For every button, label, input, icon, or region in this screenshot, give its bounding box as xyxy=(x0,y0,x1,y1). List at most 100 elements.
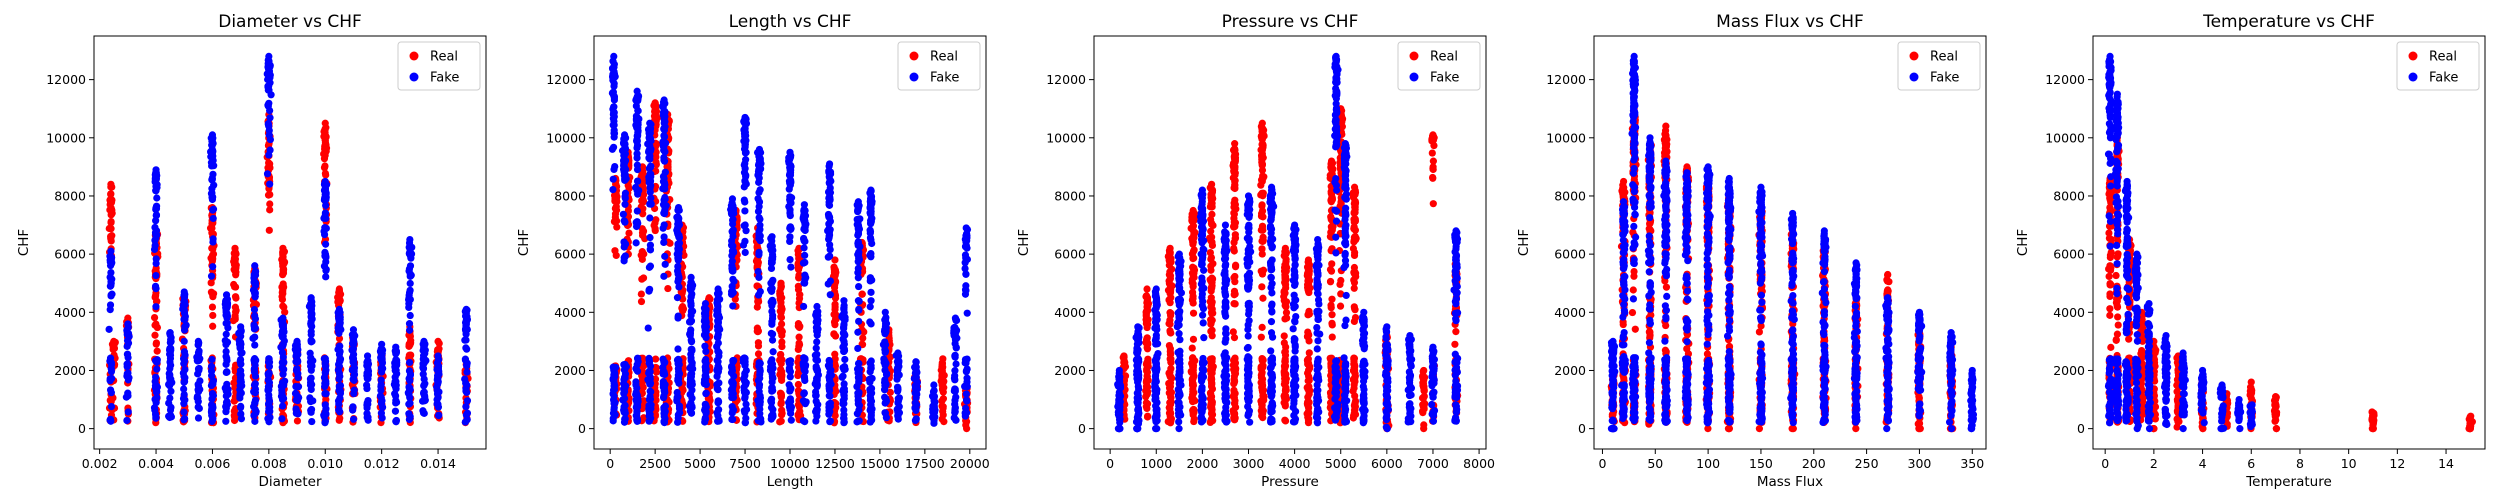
data-point xyxy=(336,357,344,365)
data-point xyxy=(786,368,795,376)
data-point xyxy=(320,164,329,172)
legend-marker-real xyxy=(409,51,419,61)
data-point xyxy=(335,316,343,324)
data-point xyxy=(786,166,794,174)
data-point xyxy=(769,311,777,320)
data-point xyxy=(840,347,848,356)
data-point xyxy=(308,417,316,426)
data-point xyxy=(152,211,161,219)
data-point xyxy=(209,293,217,301)
plot-title: Diameter vs CHF xyxy=(218,12,362,32)
data-point xyxy=(307,366,315,374)
data-point xyxy=(612,196,620,205)
data-point xyxy=(292,358,300,366)
data-point xyxy=(230,260,239,269)
data-point xyxy=(728,200,736,208)
data-point xyxy=(855,369,863,378)
data-point xyxy=(801,418,809,426)
data-point xyxy=(786,397,794,405)
y-tick-label: 0 xyxy=(578,421,586,436)
data-point xyxy=(812,311,820,319)
data-point xyxy=(611,162,619,171)
data-point xyxy=(661,252,669,260)
data-points xyxy=(1114,52,1462,433)
data-point xyxy=(250,381,259,389)
data-point xyxy=(882,328,890,336)
data-point xyxy=(881,378,889,386)
data-point xyxy=(729,229,737,237)
data-point xyxy=(107,253,115,261)
data-point xyxy=(952,344,960,352)
data-point xyxy=(786,373,794,381)
plot-title: Length vs CHF xyxy=(729,12,852,32)
data-point xyxy=(610,79,618,88)
data-point xyxy=(739,358,747,366)
data-point xyxy=(109,342,117,350)
legend-marker-fake xyxy=(409,72,419,82)
data-point xyxy=(756,367,764,375)
data-point xyxy=(123,363,131,371)
data-point xyxy=(194,414,203,422)
data-point xyxy=(950,374,959,382)
data-point xyxy=(153,194,161,202)
data-point xyxy=(223,368,231,376)
x-tick-label: 5000 xyxy=(684,456,716,471)
data-point xyxy=(153,383,161,391)
data-point xyxy=(106,306,114,314)
data-point xyxy=(661,99,669,108)
data-point xyxy=(794,345,802,354)
data-point xyxy=(767,287,776,295)
data-point xyxy=(839,397,847,405)
data-point xyxy=(768,336,777,344)
data-point xyxy=(279,268,287,276)
data-point xyxy=(231,364,239,373)
data-point xyxy=(755,148,763,156)
data-point xyxy=(728,415,736,423)
data-point xyxy=(794,380,802,389)
data-point xyxy=(840,303,848,312)
data-point xyxy=(633,393,641,401)
data-point xyxy=(291,389,300,398)
data-point xyxy=(646,362,655,370)
y-tick-label: 8000 xyxy=(554,188,586,203)
data-point xyxy=(210,181,218,189)
data-point xyxy=(728,409,736,417)
y-tick-label: 2000 xyxy=(54,363,86,378)
data-point xyxy=(231,313,239,322)
data-point xyxy=(702,373,710,381)
data-point xyxy=(660,209,669,218)
data-point xyxy=(167,334,175,342)
data-point xyxy=(236,357,244,365)
data-point xyxy=(309,357,317,365)
data-point xyxy=(320,262,329,270)
data-point xyxy=(320,186,329,195)
data-point xyxy=(167,387,175,395)
data-point xyxy=(741,394,749,403)
data-point xyxy=(250,325,259,333)
data-point xyxy=(730,356,738,365)
data-point xyxy=(688,370,696,378)
data-point xyxy=(152,271,160,280)
x-tick-label: 0.012 xyxy=(364,456,400,471)
data-point xyxy=(963,255,971,263)
data-point xyxy=(152,176,160,184)
data-point xyxy=(687,293,695,301)
data-point xyxy=(634,177,642,185)
data-point xyxy=(222,404,230,412)
data-point xyxy=(741,248,749,257)
data-point xyxy=(433,400,441,408)
data-point xyxy=(609,175,617,183)
data-point xyxy=(659,201,668,209)
data-point xyxy=(105,325,113,333)
data-point xyxy=(785,381,793,389)
data-point xyxy=(854,417,862,425)
data-point xyxy=(867,236,875,244)
data-point xyxy=(951,336,960,344)
data-point xyxy=(661,260,669,268)
data-point xyxy=(777,390,785,398)
data-point xyxy=(209,244,217,252)
data-point xyxy=(652,102,660,110)
y-tick-label: 6000 xyxy=(554,247,586,262)
data-point xyxy=(962,396,971,404)
data-point xyxy=(152,373,160,381)
